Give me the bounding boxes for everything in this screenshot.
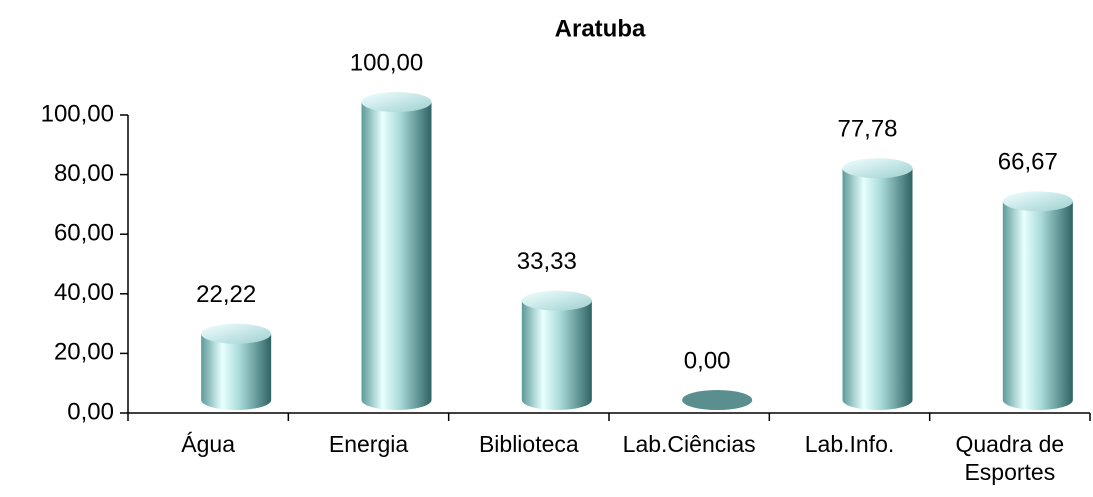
bar-body bbox=[361, 102, 432, 410]
y-tick-label: 100,00 bbox=[41, 100, 114, 127]
chart-title: Aratuba bbox=[555, 15, 646, 42]
bar-body bbox=[1002, 201, 1073, 410]
bar bbox=[201, 323, 272, 410]
y-tick-label: 60,00 bbox=[54, 220, 114, 247]
x-tick-label: Água bbox=[181, 431, 236, 457]
bar-body bbox=[842, 168, 913, 410]
bar bbox=[521, 290, 592, 410]
data-label: 33,33 bbox=[517, 248, 577, 275]
bar bbox=[682, 390, 753, 410]
x-tick-label: Lab.Ciências bbox=[622, 431, 756, 457]
x-tick-label: Lab.Info. bbox=[804, 431, 895, 457]
y-tick-label: 0,00 bbox=[67, 398, 114, 425]
bar bbox=[842, 158, 913, 410]
y-tick-label: 80,00 bbox=[54, 160, 114, 187]
bar bbox=[1002, 191, 1073, 410]
data-label: 66,67 bbox=[998, 149, 1058, 176]
bar-body bbox=[201, 333, 272, 410]
data-label: 0,00 bbox=[684, 347, 731, 374]
bar bbox=[361, 92, 432, 410]
x-tick-label: Quadra de Esportes bbox=[955, 431, 1065, 485]
bar-body bbox=[521, 300, 592, 410]
bar-top bbox=[1002, 191, 1073, 212]
bar-top bbox=[201, 323, 272, 344]
data-label: 22,22 bbox=[196, 281, 256, 308]
x-tick-label: Energia bbox=[328, 431, 409, 457]
data-label: 100,00 bbox=[350, 49, 423, 76]
bar-top bbox=[521, 290, 592, 311]
bar-top bbox=[842, 158, 913, 179]
y-tick-label: 20,00 bbox=[54, 339, 114, 366]
bar-top bbox=[682, 390, 753, 410]
x-tick-label: Biblioteca bbox=[478, 431, 579, 457]
data-label: 77,78 bbox=[837, 116, 897, 143]
bar-top bbox=[361, 92, 432, 112]
y-tick-label: 40,00 bbox=[54, 279, 114, 306]
